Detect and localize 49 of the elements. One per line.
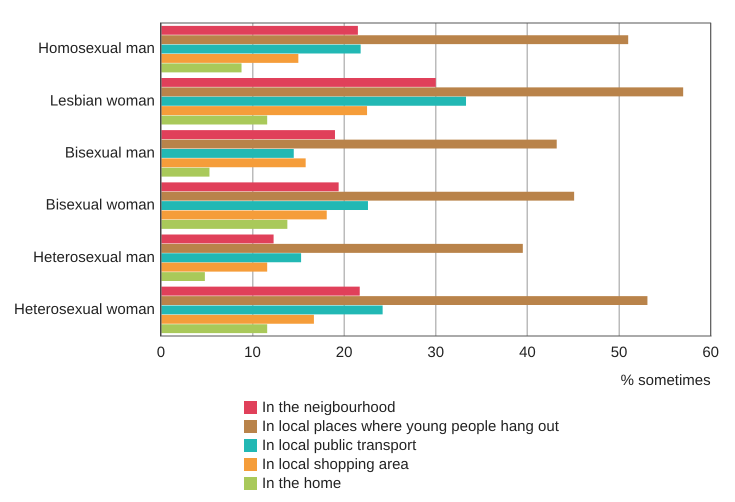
y-tick-label: Bisexual man: [64, 144, 155, 162]
x-tick-label: 60: [702, 344, 719, 362]
bar: [162, 148, 294, 158]
bar: [162, 158, 306, 168]
y-tick-label: Bisexual woman: [46, 196, 155, 214]
bar: [162, 234, 274, 244]
x-tick-label: 0: [156, 344, 166, 362]
bar: [162, 182, 339, 192]
y-tick-label: Heterosexual woman: [14, 301, 155, 318]
bar: [162, 262, 268, 272]
bar: [162, 44, 361, 54]
bar: [162, 324, 268, 334]
bar: [162, 286, 360, 296]
legend-label: In the neigbourhood: [262, 398, 396, 417]
bar: [162, 192, 574, 201]
legend-label: In local public transport: [262, 436, 416, 455]
bar: [162, 210, 327, 220]
legend-label: In local shopping area: [262, 455, 409, 474]
bar: [162, 296, 648, 305]
bar: [162, 116, 268, 124]
x-tick-label: 50: [610, 344, 628, 362]
bar: [162, 96, 466, 106]
y-tick-label: Lesbian woman: [50, 92, 155, 110]
bar: [162, 244, 523, 253]
bar: [162, 201, 368, 210]
x-tick-label: 40: [519, 344, 536, 362]
bar: [162, 314, 314, 324]
bar: [162, 35, 628, 44]
y-tick-label: Homosexual man: [38, 40, 155, 58]
bar: [162, 272, 205, 281]
bar: [162, 78, 436, 87]
bar: [162, 26, 358, 35]
x-tick-label: 30: [427, 344, 444, 362]
x-tick-label: 20: [336, 344, 352, 362]
bar: [162, 253, 302, 262]
bar: [162, 106, 368, 116]
bar: [162, 305, 383, 314]
bar: [162, 63, 242, 72]
legend-label: In the home: [262, 474, 342, 493]
x-axis-title: % sometimes: [620, 372, 711, 390]
bar: [162, 130, 335, 140]
y-tick-label: Heterosexual man: [33, 248, 155, 266]
bar: [162, 54, 298, 63]
bar: [162, 220, 288, 229]
bar: [162, 140, 557, 148]
legend-label: In local places where young people hang out: [262, 417, 559, 436]
bar: [162, 168, 210, 177]
bar: [162, 87, 684, 96]
x-tick-label: 10: [244, 344, 261, 362]
